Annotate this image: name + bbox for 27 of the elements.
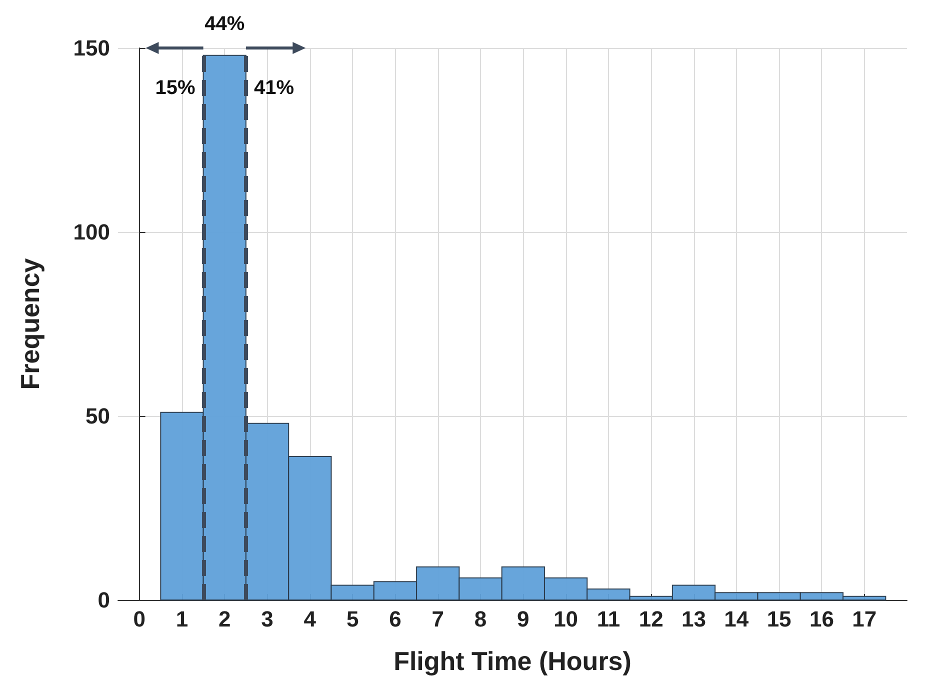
x-tick-label: 15 [766, 606, 792, 632]
y-axis-title: Frequency [15, 258, 45, 390]
x-tick-label: 6 [389, 606, 402, 632]
x-tick-label: 4 [304, 606, 317, 632]
x-tick-label: 12 [638, 606, 664, 632]
x-tick-label: 14 [724, 606, 750, 632]
x-axis-title: Flight Time (Hours) [394, 646, 632, 676]
x-tick-label: 10 [554, 606, 578, 632]
y-tick-label: 0 [98, 588, 110, 612]
x-tick-label: 3 [261, 606, 274, 632]
x-tick-label: 5 [346, 606, 359, 632]
annotation: 15% [155, 77, 196, 99]
y-tick-label: 100 [73, 220, 110, 244]
text: 44% [204, 13, 245, 35]
x-tick-label: 8 [474, 606, 487, 632]
x-tick-label: 9 [517, 606, 530, 632]
x-tick-label: 16 [809, 606, 834, 632]
x-tick-label: 13 [682, 606, 706, 632]
x-tick-label: 1 [176, 606, 188, 632]
annotation: 41% [254, 77, 294, 99]
y-tick-label: 150 [73, 36, 110, 60]
x-tick-label: 2 [218, 606, 231, 632]
x-tick-label: 0 [133, 606, 146, 632]
x-tick-label: 17 [852, 606, 877, 632]
y-tick-label: 50 [86, 404, 110, 428]
x-tick-label: 11 [596, 606, 620, 632]
x-tick-label: 7 [432, 606, 444, 632]
